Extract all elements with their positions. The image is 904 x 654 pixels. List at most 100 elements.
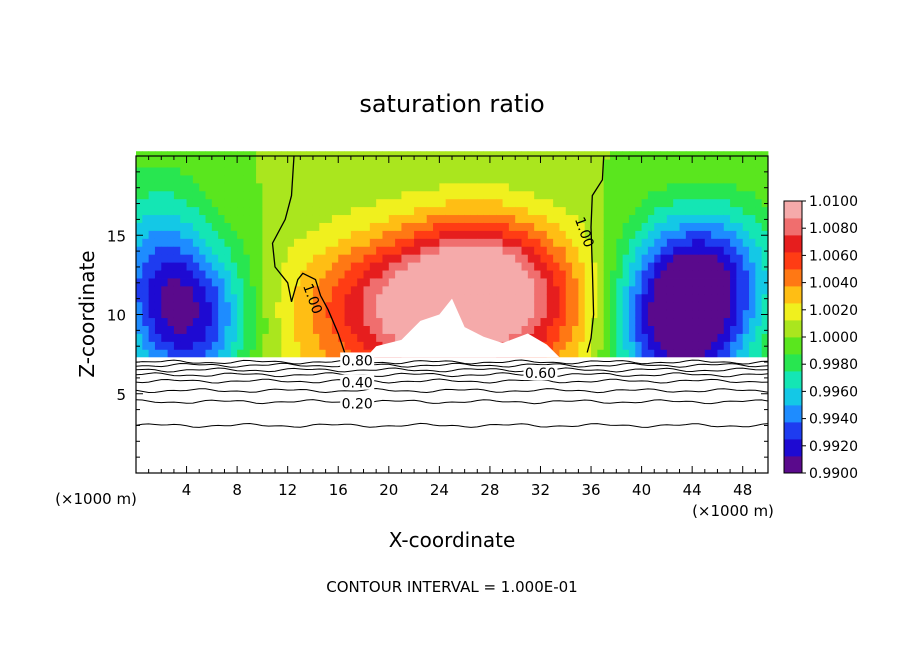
heatmap-cell — [458, 175, 466, 184]
heatmap-cell — [660, 278, 668, 287]
heatmap-cell — [489, 333, 497, 342]
heatmap-cell — [654, 278, 661, 287]
heatmap-cell — [660, 285, 668, 295]
heatmap-cell — [186, 349, 194, 358]
heatmap-cell — [161, 333, 168, 342]
heatmap-cell — [230, 190, 238, 200]
colorbar-swatch — [784, 201, 802, 219]
contour-line — [135, 372, 769, 378]
heatmap-cell — [249, 278, 257, 287]
heatmap-cell — [186, 206, 194, 216]
heatmap-cell — [641, 238, 649, 247]
heatmap-cell — [749, 254, 756, 263]
heatmap-cell — [616, 317, 624, 326]
heatmap-cell — [306, 293, 314, 303]
heatmap-cell — [205, 309, 213, 319]
heatmap-cell — [205, 285, 213, 295]
heatmap-cell — [186, 190, 194, 200]
heatmap-cell — [433, 190, 440, 200]
heatmap-cell — [578, 309, 586, 319]
heatmap-cell — [635, 278, 642, 287]
heatmap-cell — [224, 175, 232, 184]
heatmap-cell — [300, 254, 308, 263]
heatmap-cell — [300, 182, 308, 192]
heatmap-cell — [483, 230, 491, 239]
heatmap-cell — [338, 270, 345, 279]
heatmap-cell — [376, 246, 383, 255]
heatmap-cell — [483, 222, 491, 231]
heatmap-cell — [388, 254, 396, 263]
heatmap-cell — [704, 182, 712, 192]
heatmap-cell — [382, 293, 390, 303]
heatmap-cell — [243, 175, 251, 184]
heatmap-cell — [635, 341, 642, 350]
heatmap-cell — [749, 270, 756, 279]
heatmap-cell — [647, 222, 655, 231]
heatmap-cell — [464, 238, 472, 247]
heatmap-cell — [205, 333, 213, 342]
heatmap-cell — [376, 198, 383, 208]
heatmap-cell — [489, 230, 497, 239]
heatmap-cell — [603, 159, 611, 168]
heatmap-cell — [382, 246, 390, 255]
heatmap-cell — [597, 254, 605, 263]
heatmap-cell — [369, 190, 377, 200]
heatmap-cell — [401, 325, 409, 334]
heatmap-cell — [211, 190, 219, 200]
heatmap-cell — [186, 214, 194, 223]
heatmap-cell — [749, 262, 756, 271]
heatmap-cell — [584, 254, 592, 263]
heatmap-cell — [369, 325, 377, 334]
heatmap-cell — [148, 325, 156, 334]
heatmap-cell — [578, 159, 586, 168]
heatmap-cell — [388, 238, 396, 247]
colorbar-swatch — [784, 286, 802, 304]
heatmap-cell — [610, 175, 617, 184]
heatmap-cell — [230, 301, 238, 311]
heatmap-cell — [489, 285, 497, 295]
heatmap-cell — [294, 238, 301, 247]
heatmap-cell — [666, 333, 674, 342]
heatmap-cell — [136, 198, 143, 208]
heatmap-cell — [591, 230, 598, 239]
heatmap-cell — [540, 182, 548, 192]
heatmap-cell — [312, 325, 320, 334]
heatmap-cell — [306, 278, 314, 287]
heatmap-cell — [685, 262, 693, 271]
heatmap-cell — [489, 206, 497, 216]
heatmap-cell — [275, 325, 282, 334]
heatmap-cell — [685, 301, 693, 311]
heatmap-cell — [540, 222, 548, 231]
heatmap-cell — [249, 238, 257, 247]
heatmap-cell — [685, 309, 693, 319]
heatmap-cell — [464, 285, 472, 295]
heatmap-cell — [641, 190, 649, 200]
heatmap-cell — [597, 167, 605, 176]
heatmap-cell — [458, 159, 466, 168]
heatmap-cell — [521, 230, 529, 239]
heatmap-cell — [344, 270, 352, 279]
heatmap-cell — [256, 285, 263, 295]
heatmap-cell — [685, 175, 693, 184]
heatmap-cell — [704, 198, 712, 208]
heatmap-cell — [281, 309, 289, 319]
heatmap-cell — [603, 254, 611, 263]
heatmap-cell — [597, 214, 605, 223]
heatmap-cell — [312, 270, 320, 279]
heatmap-cell — [376, 182, 383, 192]
heatmap-cell — [388, 167, 396, 176]
heatmap-cell — [136, 230, 143, 239]
heatmap-cell — [218, 206, 225, 216]
heatmap-cell — [395, 222, 402, 231]
heatmap-cell — [749, 230, 756, 239]
heatmap-cell — [685, 206, 693, 216]
heatmap-cell — [237, 230, 244, 239]
heatmap-cell — [281, 333, 289, 342]
heatmap-cell — [553, 198, 560, 208]
heatmap-cell — [540, 175, 548, 184]
heatmap-cell — [439, 198, 447, 208]
heatmap-cell — [154, 175, 162, 184]
heatmap-cell — [704, 285, 712, 295]
heatmap-cell — [192, 270, 200, 279]
heatmap-cell — [275, 270, 282, 279]
